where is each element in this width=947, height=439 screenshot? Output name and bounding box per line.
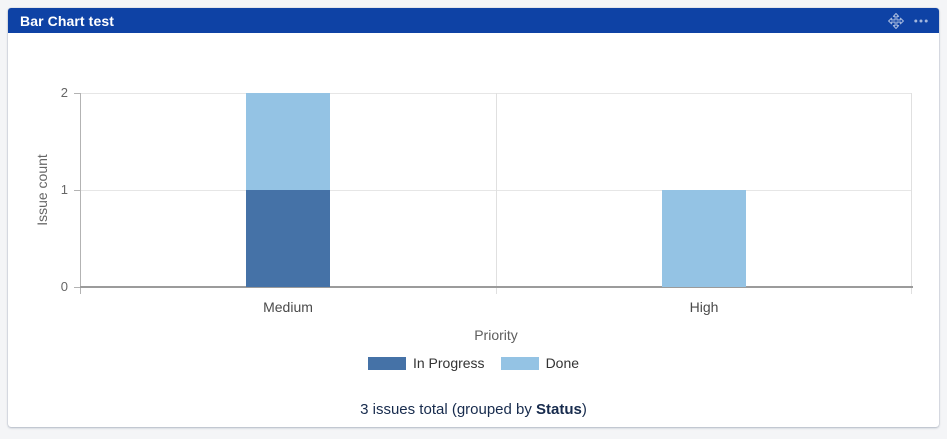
plot-area [74,93,913,294]
issues-total-note: 3 issues total (grouped by Status) [8,401,939,418]
column-separator [496,93,497,294]
bar-segment-in-progress-medium[interactable] [246,190,330,287]
y-axis-line [80,93,81,294]
legend-swatch-in-progress [367,356,406,370]
y-tick-1 [74,190,80,191]
y-tick-2 [74,93,80,94]
y-tick-label-1: 1 [60,182,68,197]
x-axis-title: Priority [474,327,518,343]
category-label-high: High [689,299,719,315]
bar-chart: Issue count Priority In Progress Done 3 i… [8,33,939,427]
gadget-header: Bar Chart test [8,8,939,33]
issues-total-suffix: ) [581,401,587,418]
legend-label-in-progress: In Progress [412,355,485,371]
legend-label-done: Done [545,355,580,371]
bar-segment-done-medium[interactable] [246,93,330,190]
gadget-card: Bar Chart test Issue count Priority In P… [8,8,939,427]
y-tick-label-0: 0 [60,279,68,294]
gadget-title: Bar Chart test [20,12,114,29]
move-icon[interactable] [888,12,904,29]
plot-right-border [911,93,912,294]
legend-item-in-progress[interactable]: In Progress [367,355,485,371]
bar-segment-done-high[interactable] [662,190,746,287]
issues-total-prefix: 3 issues total (grouped by [360,401,537,418]
y-tick-0 [74,287,80,288]
gadget-header-actions [888,12,929,29]
group-by-value: Status [536,401,582,418]
category-label-medium: Medium [263,299,313,315]
more-options-icon[interactable] [913,13,929,29]
legend-item-done[interactable]: Done [500,355,580,371]
legend-swatch-done [500,356,539,370]
chart-legend: In Progress Done [8,355,939,371]
x-axis-line [80,286,913,288]
y-tick-label-2: 2 [60,85,68,100]
